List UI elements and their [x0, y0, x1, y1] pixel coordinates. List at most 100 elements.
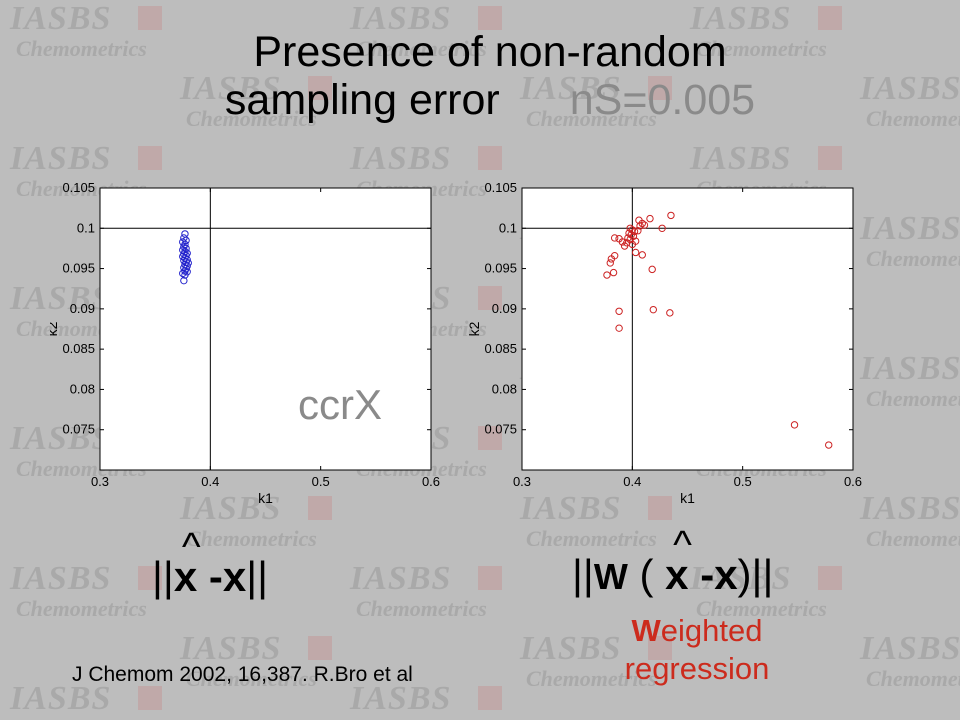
- watermark-box: [138, 146, 162, 170]
- watermark-text-top: IASBS: [180, 630, 282, 667]
- watermark-text-top: IASBS: [10, 0, 112, 37]
- weighted-line-2: regression: [624, 651, 770, 686]
- watermark-box: [818, 6, 842, 30]
- data-point: [179, 238, 187, 246]
- watermark-text-top: IASBS: [520, 630, 622, 667]
- watermark-text-bottom: Chemometrics: [186, 666, 317, 691]
- x-axis-label: k1: [680, 490, 695, 505]
- data-point: [180, 243, 188, 251]
- watermark-text-top: IASBS: [180, 490, 282, 527]
- watermark-text-bottom: Chemometrics: [186, 526, 317, 551]
- y-tick-label: 0.08: [492, 381, 517, 396]
- watermark-box: [648, 496, 672, 520]
- norm-bars-open: ||: [572, 551, 594, 598]
- data-point: [636, 222, 644, 230]
- y-axis-label: k2: [466, 321, 482, 336]
- watermark-text-top: IASBS: [520, 70, 622, 107]
- weighted-initial: W: [631, 613, 661, 648]
- watermark-text-bottom: Chemometrics: [356, 716, 487, 720]
- watermark-text-bottom: Chemometrics: [526, 106, 657, 131]
- x-symbol: x: [222, 553, 247, 600]
- watermark-text-top: IASBS: [10, 420, 112, 457]
- noise-level-label: nS=0.005: [569, 76, 756, 124]
- data-point: [179, 269, 187, 278]
- watermark-text-top: IASBS: [860, 70, 960, 107]
- y-tick-label: 0.08: [70, 381, 95, 396]
- data-point: [825, 441, 833, 449]
- scatter-plot-left: 0.3 0.4 0.5 0.6 0.075 0.08 0.085 0.09 0.095 0.1 0.…: [50, 180, 440, 505]
- watermark-text-bottom: Chemometrics: [696, 36, 827, 61]
- paren-open: (: [639, 551, 654, 598]
- watermark-text-bottom: Chemometrics: [526, 666, 657, 691]
- watermark-box: [478, 426, 502, 450]
- minus-symbol: -: [208, 553, 223, 600]
- y-tick-label: 0.09: [492, 301, 517, 316]
- watermark-text-top: IASBS: [520, 490, 622, 527]
- watermark-text-top: IASBS: [350, 680, 452, 717]
- y-tick-label: 0.075: [484, 422, 517, 437]
- y-tick-label: 0.085: [62, 341, 95, 356]
- watermark-box: [138, 566, 162, 590]
- w-symbol: W: [593, 556, 628, 597]
- watermark-text-bottom: Chemometrics: [866, 526, 960, 551]
- watermark-text-top: IASBS: [10, 680, 112, 717]
- data-point: [631, 248, 640, 257]
- scatter-plot-right: 0.3 0.4 0.5 0.6 0.075 0.08 0.085 0.09 0.095 0.1 0.…: [466, 180, 862, 505]
- watermark-text-top: IASBS: [10, 560, 112, 597]
- paren-close: ): [737, 551, 752, 598]
- watermark-text-top: IASBS: [690, 0, 792, 37]
- data-point: [615, 307, 623, 315]
- data-point: [638, 251, 646, 259]
- watermark-text-top: IASBS: [860, 490, 960, 527]
- data-point: [790, 421, 799, 429]
- watermark-text-bottom: Chemometrics: [866, 666, 960, 691]
- watermark-box: [478, 6, 502, 30]
- x-tick-label: 0.3: [513, 474, 531, 489]
- weighted-line-1: Weighted: [612, 612, 782, 650]
- watermark-text-bottom: Chemometrics: [356, 596, 487, 621]
- watermark-text-top: IASBS: [690, 560, 792, 597]
- data-point: [610, 234, 619, 242]
- data-point: [635, 216, 643, 224]
- data-point: [615, 324, 623, 332]
- slide-title: Presence of non-random sampling error nS=…: [160, 28, 820, 124]
- watermark-box: [478, 566, 502, 590]
- data-point: [646, 214, 654, 223]
- watermark-box: [478, 286, 502, 310]
- x-tick-label: 0.4: [201, 474, 219, 489]
- y-tick-label: 0.095: [62, 261, 95, 276]
- plot-area: [99, 187, 432, 471]
- ccrx-label: ccrX: [298, 381, 382, 428]
- watermark-text-top: IASBS: [350, 140, 452, 177]
- watermark-text-bottom: Chemometrics: [866, 246, 960, 271]
- watermark-box: [478, 686, 502, 710]
- data-point: [181, 271, 189, 279]
- formula-unweighted: ||x -x||: [152, 522, 268, 602]
- data-point: [607, 255, 616, 263]
- x-tick-label: 0.4: [623, 474, 641, 489]
- watermark-text-bottom: Chemometrics: [866, 386, 960, 411]
- watermark-box: [818, 566, 842, 590]
- data-point: [649, 305, 657, 314]
- title-line-1: Presence of non-random: [253, 28, 727, 76]
- watermark-box: [138, 6, 162, 30]
- watermark-box: [308, 496, 332, 520]
- watermark-box: [308, 636, 332, 660]
- x-tick-label: 0.6: [422, 474, 440, 489]
- watermark-text-bottom: Chemometrics: [356, 36, 487, 61]
- y-tick-label: 0.075: [62, 422, 95, 437]
- data-point: [666, 309, 674, 317]
- data-point: [634, 227, 642, 235]
- watermark-box: [648, 76, 672, 100]
- data-point: [640, 221, 649, 229]
- watermark-box: [818, 146, 842, 170]
- citation: J Chemom 2002, 16,387. R.Bro et al: [72, 663, 413, 686]
- x-axis-label: k1: [258, 490, 273, 505]
- data-point: [180, 256, 188, 265]
